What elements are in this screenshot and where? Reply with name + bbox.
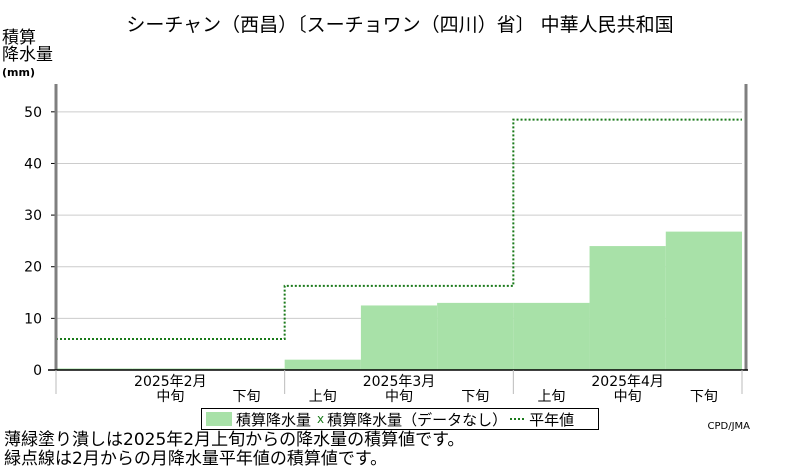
month-label-3: 2025年4月: [591, 374, 664, 390]
bar-4: [284, 359, 361, 370]
precipitation-chart: 0 10 20 30 40 50 中旬 下旬 上旬 中旬 下旬 上旬 中旬 下旬 2025年2月 2025年3…: [24, 84, 748, 405]
x-tick-label-7: 上旬: [537, 389, 565, 405]
note-line-2: 緑点線は2月からの月降水量平年値の積算値です。: [4, 449, 388, 469]
y-tick-label-30: 30: [24, 208, 42, 224]
y-tick-label-20: 20: [24, 260, 42, 276]
y-axis-unit: (mm): [2, 66, 35, 79]
y-tick-label-10: 10: [24, 311, 42, 327]
x-tick-label-3: 下旬: [233, 389, 261, 405]
credit-text: CPD/JMA: [707, 421, 751, 432]
bar-7: [513, 302, 590, 370]
normal-line: [56, 118, 742, 341]
month-label-1: 2025年2月: [134, 374, 207, 390]
legend-label-missing: 積算降水量（データなし）: [327, 410, 508, 429]
x-tick-label-4: 上旬: [309, 389, 337, 405]
legend-swatch-bar: [206, 412, 232, 426]
y-axis-label-line-2: 降水量: [2, 45, 53, 65]
x-tick-label-5: 中旬: [385, 389, 413, 405]
bar-6: [437, 302, 514, 370]
month-label-2: 2025年3月: [363, 374, 436, 390]
chart-title: シーチャン（西昌）〔スーチョワン（四川）省〕 中華人民共和国: [126, 14, 674, 36]
y-tick-label-40: 40: [24, 156, 42, 172]
bar-1: [56, 368, 133, 370]
x-tick-label-8: 中旬: [614, 389, 642, 405]
y-axis-label: 積算 降水量 (mm): [2, 30, 53, 81]
legend-label-normal: 平年値: [529, 410, 575, 429]
bar-2: [132, 368, 209, 370]
y-axis-label-line-1: 積算: [2, 28, 36, 48]
bar-8: [589, 246, 666, 370]
bar-5: [360, 305, 438, 370]
note-line-1: 薄緑塗り潰しは2025年2月上旬からの降水量の積算値です。: [4, 430, 465, 450]
bar-9: [665, 231, 742, 370]
legend-normal-line-icon: [510, 418, 527, 420]
x-tick-label-2: 中旬: [156, 389, 184, 405]
legend-missing-mark: x: [317, 412, 325, 426]
y-tick-label-0: 0: [33, 363, 42, 379]
bar-3: [208, 368, 285, 370]
x-tick-label-6: 下旬: [461, 389, 489, 405]
chart-legend: 積算降水量 x 積算降水量（データなし） 平年値: [201, 408, 599, 430]
legend-label-bar: 積算降水量: [236, 410, 312, 429]
y-tick-label-50: 50: [24, 105, 42, 121]
x-tick-label-9: 下旬: [690, 389, 718, 405]
